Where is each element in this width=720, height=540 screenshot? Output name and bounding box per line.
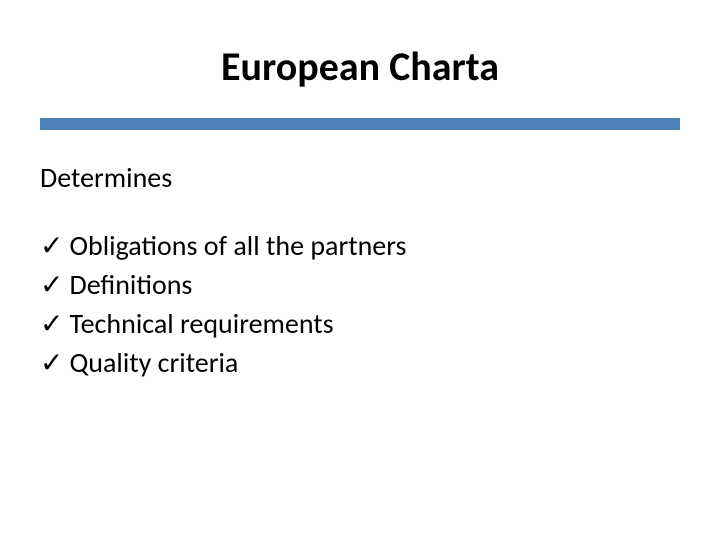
slide: European Charta Determines ✓ Obligations… bbox=[0, 0, 720, 540]
list-item-label: Definitions bbox=[69, 267, 192, 302]
check-icon: ✓ bbox=[40, 307, 63, 340]
list-item-label: Obligations of all the partners bbox=[69, 228, 406, 263]
check-icon: ✓ bbox=[40, 229, 63, 262]
list-item-label: Technical requirements bbox=[69, 306, 333, 341]
list-item: ✓ Obligations of all the partners bbox=[40, 228, 406, 263]
bullet-list: ✓ Obligations of all the partners ✓ Defi… bbox=[40, 228, 406, 384]
list-item: ✓ Technical requirements bbox=[40, 306, 406, 341]
check-icon: ✓ bbox=[40, 346, 63, 379]
slide-title: European Charta bbox=[0, 42, 720, 91]
list-item-label: Quality criteria bbox=[69, 345, 238, 380]
list-item: ✓ Definitions bbox=[40, 267, 406, 302]
subtitle: Determines bbox=[40, 160, 172, 195]
list-item: ✓ Quality criteria bbox=[40, 345, 406, 380]
title-divider bbox=[40, 118, 680, 130]
check-icon: ✓ bbox=[40, 268, 63, 301]
